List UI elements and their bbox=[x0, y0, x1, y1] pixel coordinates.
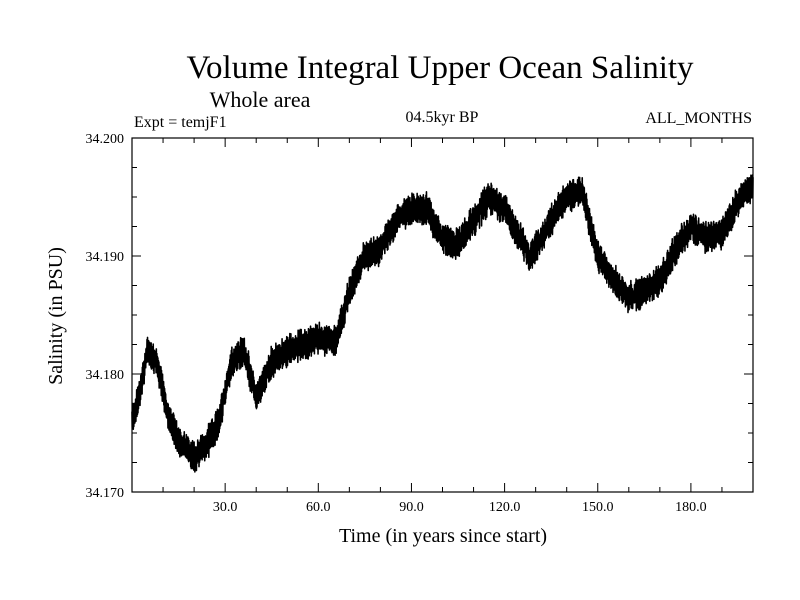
plot-area bbox=[131, 137, 754, 493]
x-axis-ticks bbox=[162, 138, 723, 492]
x-tick-label: 150.0 bbox=[582, 500, 614, 515]
series-line-salinity bbox=[131, 174, 754, 473]
months-label: ALL_MONTHS bbox=[645, 110, 752, 127]
chart-subtitle: Whole area bbox=[210, 87, 311, 112]
y-axis-ticks bbox=[132, 167, 753, 463]
y-tick-label: 34.190 bbox=[86, 250, 125, 265]
y-tick-label: 34.170 bbox=[86, 486, 125, 501]
x-axis-label: Time (in years since start) bbox=[339, 525, 547, 547]
chart-title: Volume Integral Upper Ocean Salinity bbox=[186, 50, 694, 86]
x-tick-label: 30.0 bbox=[213, 500, 238, 515]
y-axis-label: Salinity (in PSU) bbox=[45, 247, 67, 385]
x-tick-label: 90.0 bbox=[399, 500, 424, 515]
x-tick-label: 180.0 bbox=[675, 500, 707, 515]
plot-frame bbox=[131, 137, 754, 493]
x-tick-label: 60.0 bbox=[306, 500, 331, 515]
period-label: 04.5kyr BP bbox=[406, 109, 479, 126]
experiment-label: Expt = temjF1 bbox=[134, 114, 227, 131]
x-tick-label: 120.0 bbox=[489, 500, 521, 515]
y-axis-tick-labels: 34.170 34.180 34.190 34.200 bbox=[86, 132, 125, 501]
y-tick-label: 34.180 bbox=[86, 368, 125, 383]
y-tick-label: 34.200 bbox=[86, 132, 125, 147]
x-axis-tick-labels: 30.0 60.0 90.0 120.0 150.0 180.0 bbox=[213, 500, 707, 515]
